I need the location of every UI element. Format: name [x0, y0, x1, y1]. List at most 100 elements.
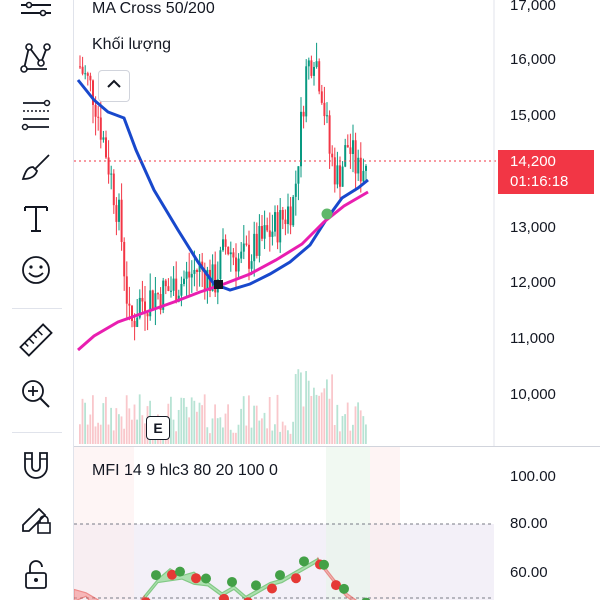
mfi-axis-label: 80.00	[510, 515, 548, 532]
candle-body	[131, 305, 133, 321]
volume-bar	[354, 406, 357, 444]
candle-body	[344, 145, 347, 167]
brush-tool[interactable]	[14, 146, 58, 186]
volume-bar	[216, 418, 219, 444]
volume-bar	[84, 402, 86, 444]
volume-bar	[175, 431, 177, 444]
mfi-signal-dot	[361, 597, 371, 600]
volume-bar	[79, 424, 81, 444]
mfi-signal-dot	[141, 597, 151, 600]
pane-separator[interactable]	[74, 446, 600, 447]
candle-body	[326, 115, 328, 117]
candle-body	[123, 241, 126, 277]
volume-bar	[294, 374, 297, 444]
volume-bar	[362, 416, 365, 444]
volume-bar	[196, 411, 198, 444]
candle-body	[323, 102, 326, 117]
candle-body	[164, 280, 167, 287]
candle-body	[352, 140, 354, 154]
zoom-in-tool[interactable]	[14, 374, 58, 414]
volume-bar	[102, 403, 105, 444]
fib-tool[interactable]	[14, 94, 58, 134]
volume-bar	[266, 428, 268, 444]
volume-bar	[180, 397, 183, 444]
candle-body	[138, 297, 141, 318]
brush-tool-icon	[19, 149, 53, 183]
volume-bar	[214, 404, 216, 444]
candle-body	[271, 231, 274, 237]
chevron-up-icon	[106, 77, 122, 95]
collapse-legend-button[interactable]	[98, 70, 130, 102]
volume-bar	[206, 427, 209, 444]
ma-cross-marker	[321, 208, 333, 220]
ruler-tool[interactable]	[14, 320, 58, 360]
volume-bar	[198, 402, 201, 444]
unlock-tool[interactable]	[14, 554, 58, 594]
volume-bar	[320, 392, 323, 444]
candle-body	[118, 199, 120, 222]
mfi-signal-dot	[167, 569, 177, 580]
pattern-tool[interactable]	[14, 38, 58, 78]
candle-body	[159, 293, 162, 310]
volume-bar	[235, 432, 237, 444]
candle-body	[222, 239, 224, 251]
volume-bar	[255, 405, 258, 444]
volume-bar	[219, 417, 222, 444]
candle-body	[349, 147, 352, 154]
emoji-tool[interactable]	[14, 250, 58, 290]
volume-legend[interactable]: Khối lượng	[92, 36, 172, 53]
candle-body	[310, 60, 313, 76]
candle-body	[240, 251, 243, 259]
candle-body	[167, 286, 170, 291]
candle-body	[97, 116, 100, 118]
candle-body	[128, 303, 131, 306]
chart-canvas[interactable]	[74, 0, 600, 600]
volume-bar	[222, 427, 224, 444]
chart-area[interactable]: MA Cross 50/200 Khối lượng E 17,000 16,0…	[74, 0, 600, 600]
volume-bar	[357, 402, 359, 444]
volume-bar	[118, 414, 120, 444]
volume-bar	[289, 433, 292, 444]
candle-body	[214, 264, 217, 293]
volume-bar	[292, 421, 294, 444]
volume-bar	[201, 405, 203, 444]
lines-tool-icon	[19, 0, 53, 25]
candle-body	[365, 165, 367, 171]
volume-bar	[250, 427, 253, 444]
candle-body	[105, 137, 107, 158]
price-axis-label: 15,000	[510, 107, 556, 124]
candle-body	[346, 145, 349, 148]
candle-body	[274, 212, 276, 232]
text-tool[interactable]	[14, 198, 58, 238]
candle-body	[86, 73, 89, 76]
magnet-tool[interactable]	[14, 446, 58, 486]
candle-body	[99, 117, 102, 140]
candle-body	[362, 170, 365, 182]
volume-bar	[177, 409, 180, 444]
volume-bar	[258, 420, 261, 444]
current-price-value: 14,200	[510, 153, 556, 170]
volume-bar	[284, 425, 287, 444]
volume-bar	[349, 430, 352, 444]
mfi-signal-dot	[243, 597, 253, 600]
candle-body	[289, 206, 292, 226]
earnings-badge[interactable]: E	[146, 416, 170, 440]
volume-bar	[123, 428, 125, 444]
candle-body	[261, 226, 263, 239]
candle-body	[255, 233, 258, 256]
candle-body	[307, 60, 310, 67]
volume-bar	[232, 432, 235, 444]
candle-body	[157, 293, 159, 295]
lock-drawing-tool[interactable]	[14, 500, 58, 540]
volume-bar	[331, 374, 333, 444]
volume-bar	[297, 369, 300, 444]
mfi-signal-dot	[219, 593, 229, 600]
drawing-toolbar	[0, 0, 74, 600]
mfi-title[interactable]: MFI 14 9 hlc3 80 20 100 0	[92, 462, 278, 479]
price-axis-label: 13,000	[510, 219, 556, 236]
lines-tool[interactable]	[14, 0, 58, 30]
indicator-title[interactable]: MA Cross 50/200	[92, 0, 215, 17]
volume-bar	[287, 430, 289, 444]
volume-bar	[92, 395, 94, 444]
candle-body	[198, 261, 201, 272]
